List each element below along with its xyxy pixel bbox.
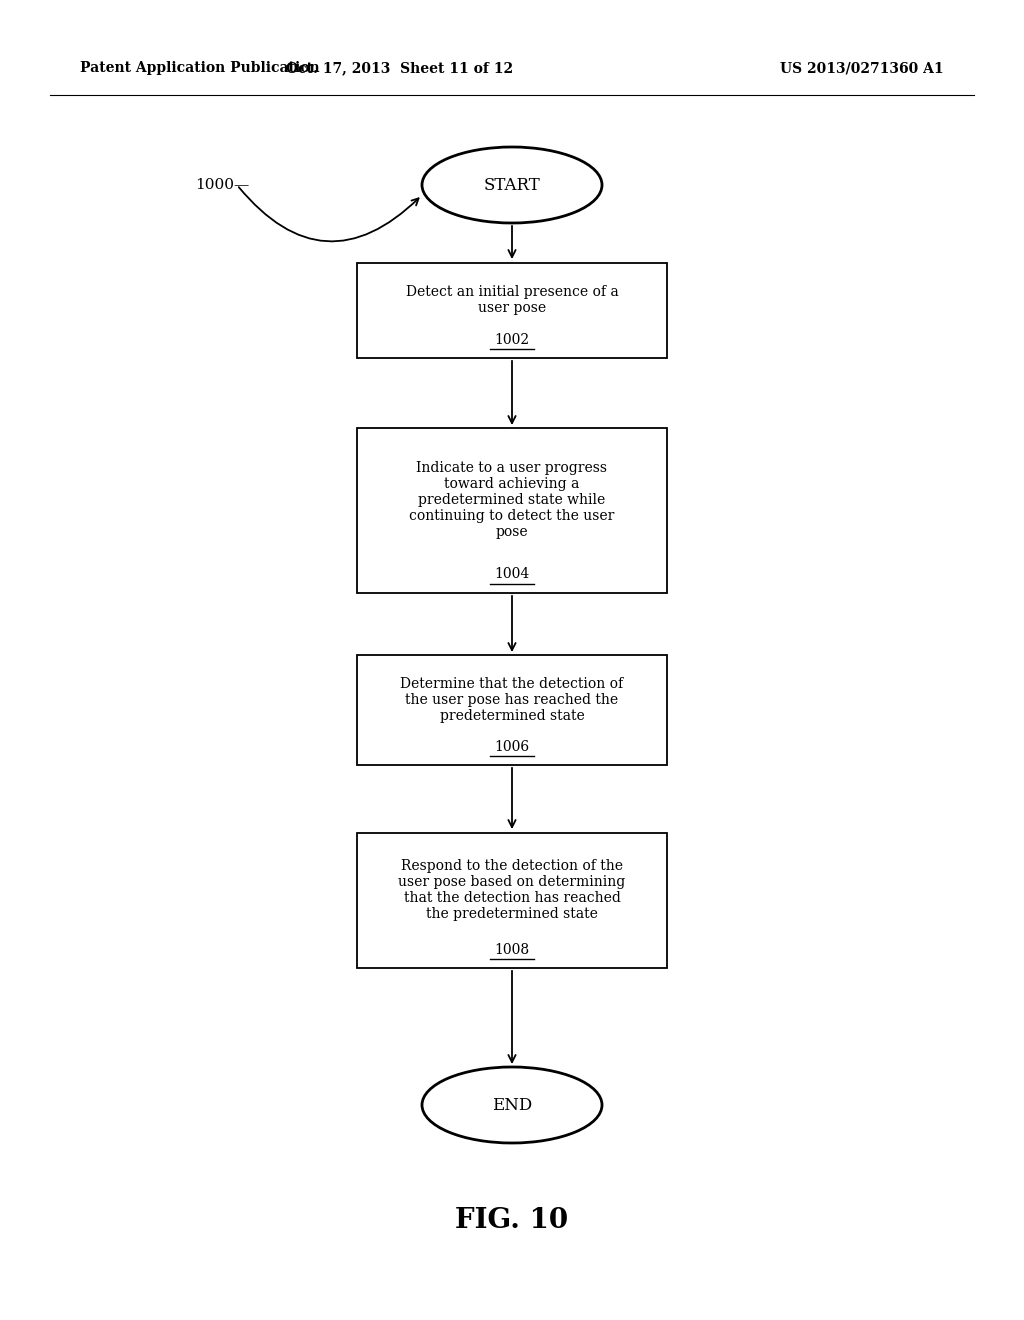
Text: 1004: 1004 [495,568,529,582]
Text: FIG. 10: FIG. 10 [456,1206,568,1233]
FancyBboxPatch shape [357,833,667,968]
Ellipse shape [422,1067,602,1143]
Text: 1008: 1008 [495,942,529,957]
Text: Determine that the detection of
the user pose has reached the
predetermined stat: Determine that the detection of the user… [400,677,624,723]
Text: Indicate to a user progress
toward achieving a
predetermined state while
continu: Indicate to a user progress toward achie… [410,461,614,540]
FancyBboxPatch shape [357,655,667,766]
FancyArrowPatch shape [239,187,419,242]
Text: 1000—: 1000— [195,178,249,191]
Text: END: END [492,1097,532,1114]
Text: START: START [483,177,541,194]
FancyBboxPatch shape [357,263,667,358]
FancyBboxPatch shape [357,428,667,593]
Text: 1002: 1002 [495,333,529,346]
Text: US 2013/0271360 A1: US 2013/0271360 A1 [780,61,944,75]
Text: Oct. 17, 2013  Sheet 11 of 12: Oct. 17, 2013 Sheet 11 of 12 [287,61,514,75]
Text: Detect an initial presence of a
user pose: Detect an initial presence of a user pos… [406,285,618,315]
Text: Patent Application Publication: Patent Application Publication [80,61,319,75]
Text: 1006: 1006 [495,741,529,754]
Ellipse shape [422,147,602,223]
Text: Respond to the detection of the
user pose based on determining
that the detectio: Respond to the detection of the user pos… [398,859,626,921]
